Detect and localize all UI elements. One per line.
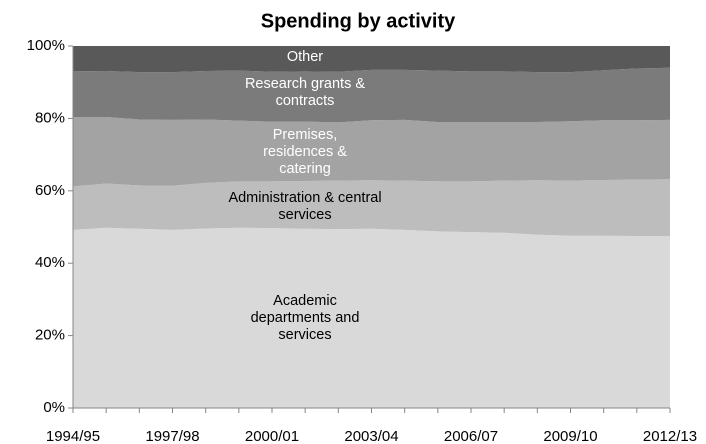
y-tick-label: 40% bbox=[35, 254, 65, 271]
y-tick-label: 100% bbox=[27, 37, 65, 54]
y-tick-label: 80% bbox=[35, 109, 65, 126]
area-label: Administration & central services bbox=[228, 190, 382, 223]
area-label: Academic departments and services bbox=[250, 292, 360, 343]
y-tick-label: 20% bbox=[35, 327, 65, 344]
area-label: Premises, residences & catering bbox=[263, 126, 347, 177]
x-tick-label: 2000/01 bbox=[245, 428, 299, 444]
x-tick-label: 2009/10 bbox=[543, 428, 597, 444]
area-label: Other bbox=[286, 48, 324, 65]
area bbox=[73, 116, 670, 187]
area bbox=[73, 67, 670, 123]
area bbox=[73, 227, 670, 408]
x-tick-label: 2003/04 bbox=[344, 428, 398, 444]
chart-title: Spending by activity bbox=[261, 10, 456, 32]
x-tick-label: 2006/07 bbox=[444, 428, 498, 444]
x-tick-label: 1994/95 bbox=[46, 428, 100, 444]
y-tick-label: 0% bbox=[43, 399, 65, 416]
area bbox=[73, 46, 670, 73]
x-tick-label: 2012/13 bbox=[643, 428, 697, 444]
y-tick-label: 60% bbox=[35, 182, 65, 199]
area-label: Research grants & contracts bbox=[244, 76, 366, 109]
x-tick-label: 1997/98 bbox=[145, 428, 199, 444]
area bbox=[73, 179, 670, 237]
